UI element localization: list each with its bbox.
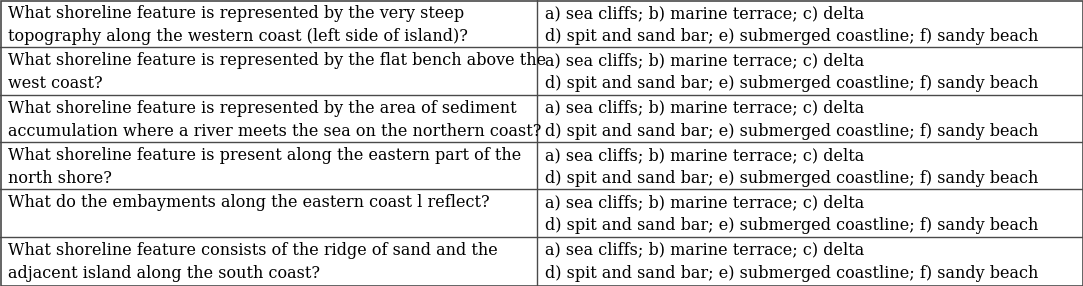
Text: What shoreline feature consists of the ridge of sand and the
adjacent island alo: What shoreline feature consists of the r… <box>8 242 498 281</box>
Text: a) sea cliffs; b) marine terrace; c) delta
d) spit and sand bar; e) submerged co: a) sea cliffs; b) marine terrace; c) del… <box>545 242 1039 281</box>
Text: a) sea cliffs; b) marine terrace; c) delta
d) spit and sand bar; e) submerged co: a) sea cliffs; b) marine terrace; c) del… <box>545 147 1039 187</box>
Text: What shoreline feature is represented by the flat bench above the
west coast?: What shoreline feature is represented by… <box>8 52 546 92</box>
Text: What do the embayments along the eastern coast l reflect?: What do the embayments along the eastern… <box>8 194 490 211</box>
Text: What shoreline feature is present along the eastern part of the
north shore?: What shoreline feature is present along … <box>8 147 521 187</box>
Text: a) sea cliffs; b) marine terrace; c) delta
d) spit and sand bar; e) submerged co: a) sea cliffs; b) marine terrace; c) del… <box>545 5 1039 45</box>
Text: a) sea cliffs; b) marine terrace; c) delta
d) spit and sand bar; e) submerged co: a) sea cliffs; b) marine terrace; c) del… <box>545 52 1039 92</box>
Text: a) sea cliffs; b) marine terrace; c) delta
d) spit and sand bar; e) submerged co: a) sea cliffs; b) marine terrace; c) del… <box>545 194 1039 234</box>
Text: What shoreline feature is represented by the very steep
topography along the wes: What shoreline feature is represented by… <box>8 5 468 45</box>
Text: What shoreline feature is represented by the area of sediment
accumulation where: What shoreline feature is represented by… <box>8 100 542 140</box>
Text: a) sea cliffs; b) marine terrace; c) delta
d) spit and sand bar; e) submerged co: a) sea cliffs; b) marine terrace; c) del… <box>545 100 1039 140</box>
